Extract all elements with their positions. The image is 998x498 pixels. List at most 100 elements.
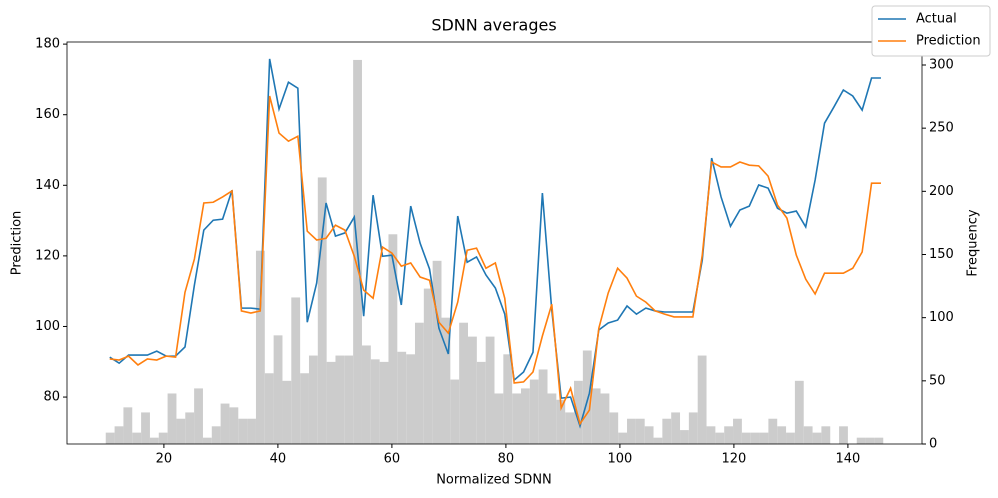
histogram-bar <box>741 432 751 444</box>
histogram-bar <box>609 412 619 444</box>
histogram-bar <box>706 426 716 444</box>
histogram-bar <box>653 437 663 444</box>
y-tick-label: 140 <box>35 178 60 193</box>
histogram-bar <box>574 380 583 444</box>
histogram-bar <box>141 412 150 444</box>
histogram-bar <box>194 388 203 444</box>
histogram-bar <box>379 361 389 444</box>
histogram-bar <box>238 418 248 444</box>
x-axis-label: Normalized SDNN <box>436 473 552 488</box>
y2-tick-label: 200 <box>929 184 954 199</box>
histogram-bar <box>777 426 787 444</box>
histogram-bar <box>414 322 424 444</box>
histogram-bar <box>308 355 318 444</box>
y2-tick-label: 100 <box>929 310 954 325</box>
histogram-bar <box>821 426 831 444</box>
y-tick-label: 120 <box>35 248 60 263</box>
histogram-bar <box>494 393 504 444</box>
histogram-bar <box>556 399 566 444</box>
histogram-bar <box>874 437 884 444</box>
histogram-bar <box>432 260 442 444</box>
y-tick-label: 180 <box>35 37 60 52</box>
histogram-bar <box>176 418 186 444</box>
histogram-bar <box>750 432 760 444</box>
histogram-bar <box>220 403 230 444</box>
x-tick-label: 140 <box>835 452 860 467</box>
histogram-bar <box>565 412 575 444</box>
histogram-bar <box>529 379 539 444</box>
histogram-bar <box>185 412 195 444</box>
histogram-bar <box>671 412 681 444</box>
histogram-bar <box>644 426 654 444</box>
histogram-bar <box>839 426 848 444</box>
histogram-bar <box>662 418 672 444</box>
histogram-bar <box>768 418 778 444</box>
histogram-bar <box>865 437 875 444</box>
histogram-bar <box>688 412 698 444</box>
histogram-bar <box>255 250 265 444</box>
histogram-bar <box>423 288 433 444</box>
histogram-bar <box>273 335 283 444</box>
x-tick-label: 40 <box>270 452 287 467</box>
line-series <box>109 95 881 426</box>
histogram-bar <box>547 393 557 444</box>
y2-tick-label: 300 <box>929 57 954 72</box>
histogram-bar <box>759 432 769 444</box>
histogram-bar <box>247 418 256 444</box>
histogram-bar <box>344 355 354 444</box>
histogram-bar <box>167 393 177 444</box>
histogram-bar <box>397 351 407 444</box>
y-tick-label: 100 <box>35 319 60 334</box>
histogram-bar <box>812 432 822 444</box>
histogram-bar <box>591 388 601 444</box>
x-tick-label: 20 <box>156 452 173 467</box>
y2-axis-label: Frequency <box>966 209 981 276</box>
histogram-bar <box>521 388 530 444</box>
histogram-bar <box>114 426 124 444</box>
histogram-bar <box>600 393 610 444</box>
x-tick-label: 120 <box>721 452 746 467</box>
histogram-bar <box>211 426 221 444</box>
histogram-bar <box>149 437 159 444</box>
histogram-bar <box>123 407 133 444</box>
histogram-bar <box>291 297 301 444</box>
line-series <box>109 58 881 429</box>
x-tick-label: 60 <box>384 452 401 467</box>
histogram-bar <box>538 369 548 444</box>
histogram-bar <box>229 407 239 444</box>
histogram-bar <box>794 380 804 444</box>
histogram-bar <box>680 430 689 444</box>
y2-tick-label: 150 <box>929 247 954 262</box>
histogram-bar <box>300 373 309 444</box>
histogram-bar <box>317 177 327 444</box>
histogram-bar <box>618 432 628 444</box>
y2-tick-label: 50 <box>929 373 946 388</box>
histogram-bar <box>370 359 380 444</box>
histogram-bar <box>733 418 742 444</box>
histogram-bar <box>361 345 371 444</box>
histogram-bar <box>158 432 168 444</box>
y-tick-label: 160 <box>35 107 60 122</box>
y2-tick-label: 0 <box>929 437 937 452</box>
histogram-bar <box>467 336 477 444</box>
histogram-bar <box>264 373 274 444</box>
histogram-bar <box>326 361 336 444</box>
histogram-bar <box>485 336 495 444</box>
y-axis-label: Prediction <box>10 211 25 276</box>
histogram-bar <box>803 426 813 444</box>
histogram-bar <box>503 354 513 444</box>
histogram-bar <box>724 426 734 444</box>
histogram-bar <box>406 354 415 444</box>
histogram-bar <box>282 380 292 444</box>
histogram-bar <box>512 393 522 444</box>
plot-frame <box>66 41 923 445</box>
histogram-bar <box>202 437 212 444</box>
x-tick-label: 80 <box>498 452 515 467</box>
histogram-bar <box>856 437 866 444</box>
histogram-bar <box>635 418 645 444</box>
histogram-bar <box>388 234 398 444</box>
y-tick-label: 80 <box>43 390 60 405</box>
histogram-bar <box>335 355 345 444</box>
histogram-bar <box>627 418 636 444</box>
